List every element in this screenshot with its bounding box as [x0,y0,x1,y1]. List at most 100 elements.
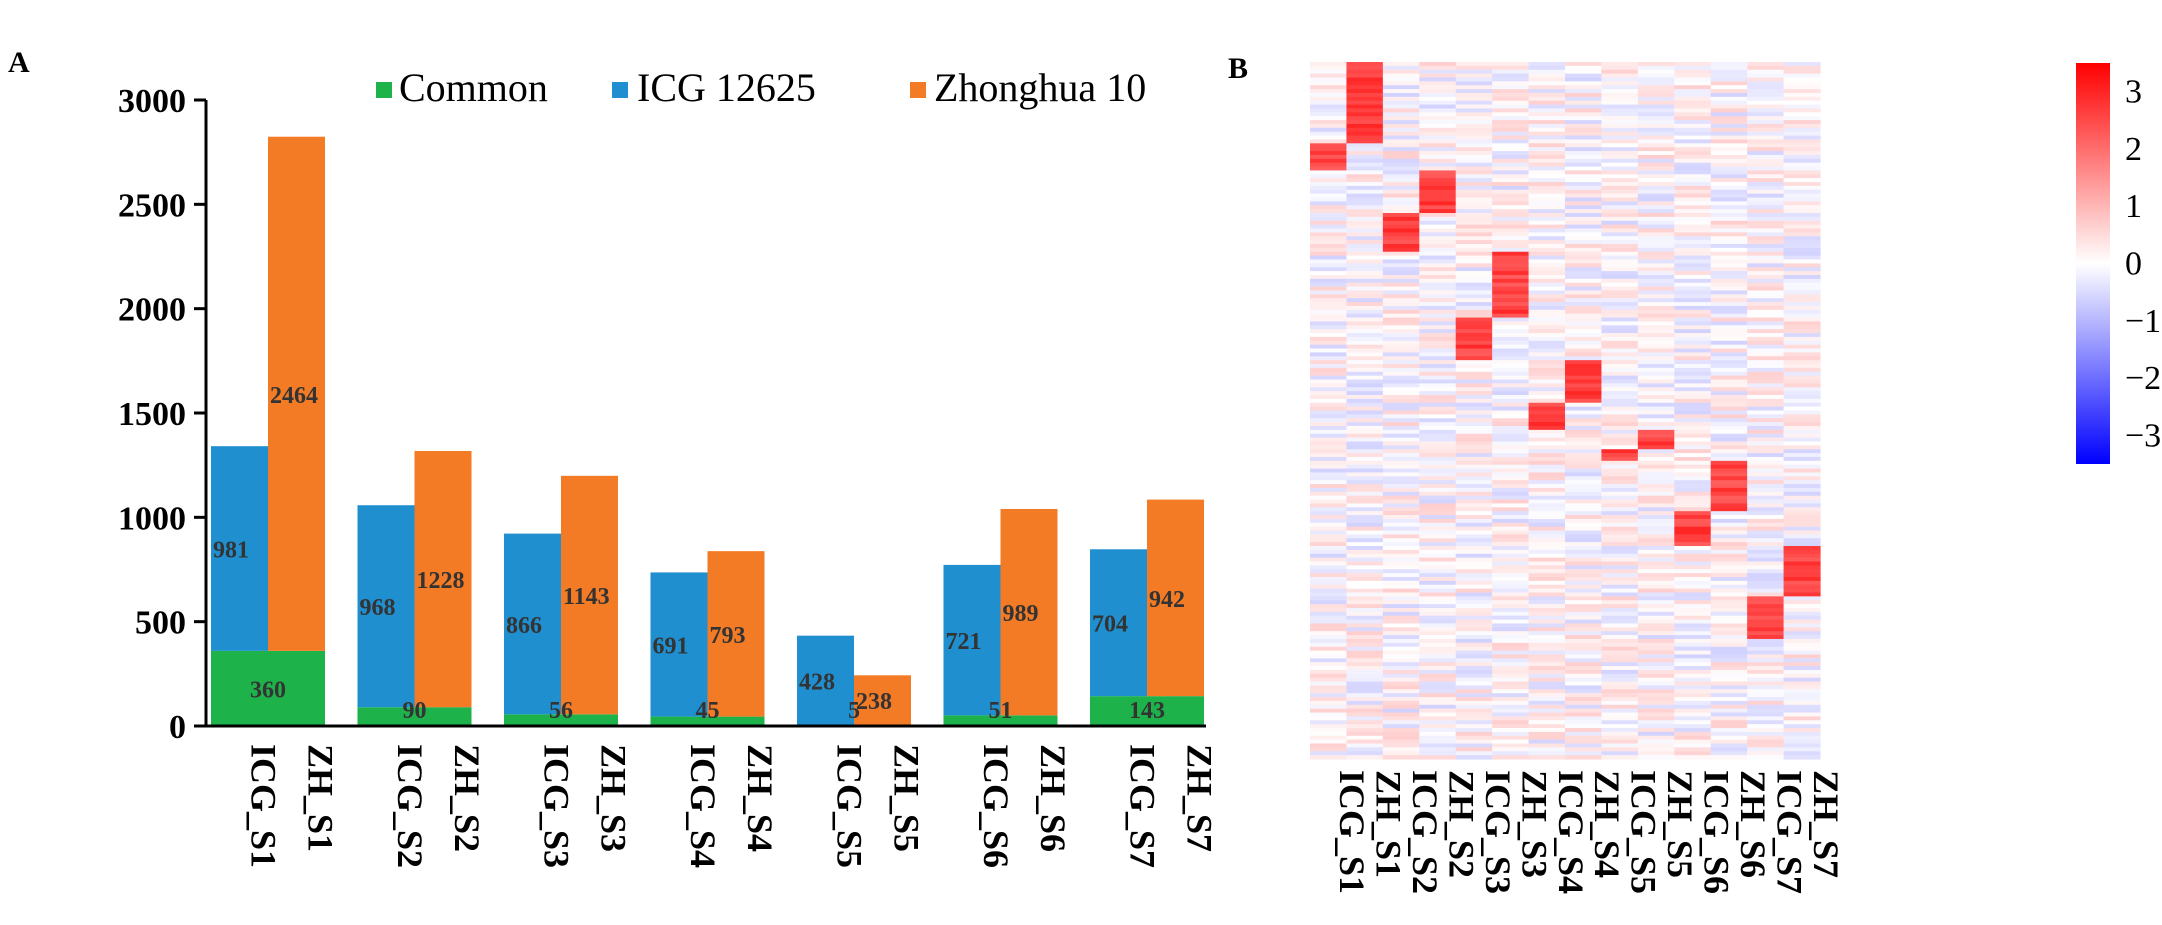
heatmap-cell [1310,534,1348,539]
heatmap-cell [1528,317,1566,323]
heatmap-cell [1747,205,1785,210]
heatmap-cell [1528,518,1566,524]
heatmap-cell [1747,309,1785,315]
heatmap-cell [1674,367,1712,373]
heatmap-cell [1601,406,1639,412]
heatmap-cell [1492,395,1530,400]
heatmap-cell [1419,236,1457,241]
colorbar-tick-label: 0 [2125,246,2142,283]
heatmap-cell [1783,573,1821,578]
heatmap-cell [1310,151,1348,156]
heatmap-cell [1455,735,1493,741]
heatmap-cell [1601,340,1639,346]
heatmap-cell [1419,604,1457,609]
data-label-zh: 1143 [563,584,610,610]
heatmap-cell [1747,728,1785,733]
heatmap-cell [1565,100,1603,106]
heatmap-cell [1492,344,1530,350]
data-label-common: 51 [989,698,1013,724]
heatmap-cell [1601,592,1639,597]
heatmap-cell [1565,700,1603,706]
heatmap-cell [1455,123,1493,129]
heatmap-cell [1492,391,1530,396]
x-axis-categories: ICG_S1 ZH_S1 ICG_S2 ZH_S2 ICG_S3 ZH_S3 ICG_S4 Z… [244,744,1220,868]
heatmap-cell [1637,456,1675,462]
heatmap-cell [1710,484,1748,489]
heatmap-cell [1382,209,1420,214]
heatmap-cell [1310,491,1348,497]
heatmap-cell [1310,507,1348,512]
heatmap-cell [1419,352,1457,357]
heatmap-cell [1346,406,1384,412]
heatmap-cell [1565,681,1603,687]
heatmap-cell [1419,367,1457,373]
heatmap-cell [1382,666,1420,671]
heatmap-cell [1419,243,1457,249]
heatmap-cell [1419,255,1457,261]
heatmap-cell [1637,243,1675,249]
heatmap-cell [1565,267,1603,272]
heatmap-cell [1710,673,1748,679]
heatmap-cell [1419,224,1457,230]
heatmap-cell [1310,92,1348,98]
heatmap-cell [1565,298,1603,303]
heatmap-cell [1674,383,1712,388]
heatmap-cell [1419,290,1457,295]
heatmap-cell [1601,549,1639,555]
category-label-zh: ZH_S3 [594,744,634,852]
heatmap-cell [1747,627,1785,632]
heatmap-cell [1419,747,1457,752]
heatmap-cell [1674,182,1712,187]
heatmap-cell [1492,65,1530,71]
heatmap-cell [1346,321,1384,326]
heatmap-cell [1601,569,1639,574]
heatmap-cell [1455,530,1493,536]
heatmap-cell [1346,697,1384,702]
heatmap-cell [1674,515,1712,520]
colorbar-tick-label: 2 [2125,131,2142,168]
heatmap-cell [1310,530,1348,536]
heatmap-cell [1565,530,1603,536]
heatmap-cell [1382,127,1420,133]
heatmap-cell [1565,158,1603,164]
heatmap-cell [1419,154,1457,160]
heatmap-cell [1637,418,1675,423]
heatmap-cell [1747,65,1785,71]
heatmap-cell [1783,81,1821,86]
heatmap-cell [1419,708,1457,714]
heatmap-cell [1565,642,1603,648]
heatmap-cell [1492,100,1530,106]
heatmap-cell [1492,329,1530,334]
heatmap-cell [1346,480,1384,485]
heatmap-cell [1346,329,1384,334]
heatmap-cell [1747,437,1785,443]
heatmap-cell [1382,615,1420,621]
heatmap-cell [1747,243,1785,249]
heatmap-cell [1783,398,1821,404]
heatmap-column-label: ICG_S4 [1551,770,1591,894]
heatmap-cell [1310,220,1348,226]
heatmap-cell [1674,561,1712,566]
heatmap-column-label: ZH_S1 [1369,770,1409,878]
heatmap-cell [1601,712,1639,718]
heatmap-cell [1747,313,1785,319]
heatmap-cell [1346,375,1384,381]
heatmap-cell [1783,464,1821,470]
heatmap-cell [1783,456,1821,462]
heatmap-cell [1747,526,1785,532]
heatmap-cell [1382,387,1420,392]
heatmap-cell [1674,240,1712,245]
heatmap-cell [1601,69,1639,75]
heatmap-cell [1419,340,1457,346]
heatmap-cell [1492,611,1530,617]
heatmap-cell [1674,375,1712,381]
heatmap-cell [1419,182,1457,187]
heatmap-cell [1710,681,1748,687]
heatmap-cell [1747,538,1785,543]
heatmap-cell [1783,209,1821,214]
heatmap-cell [1419,127,1457,133]
heatmap-cell [1674,92,1712,98]
heatmap-cell [1310,243,1348,249]
heatmap-cell [1455,418,1493,423]
heatmap-cell [1310,592,1348,597]
